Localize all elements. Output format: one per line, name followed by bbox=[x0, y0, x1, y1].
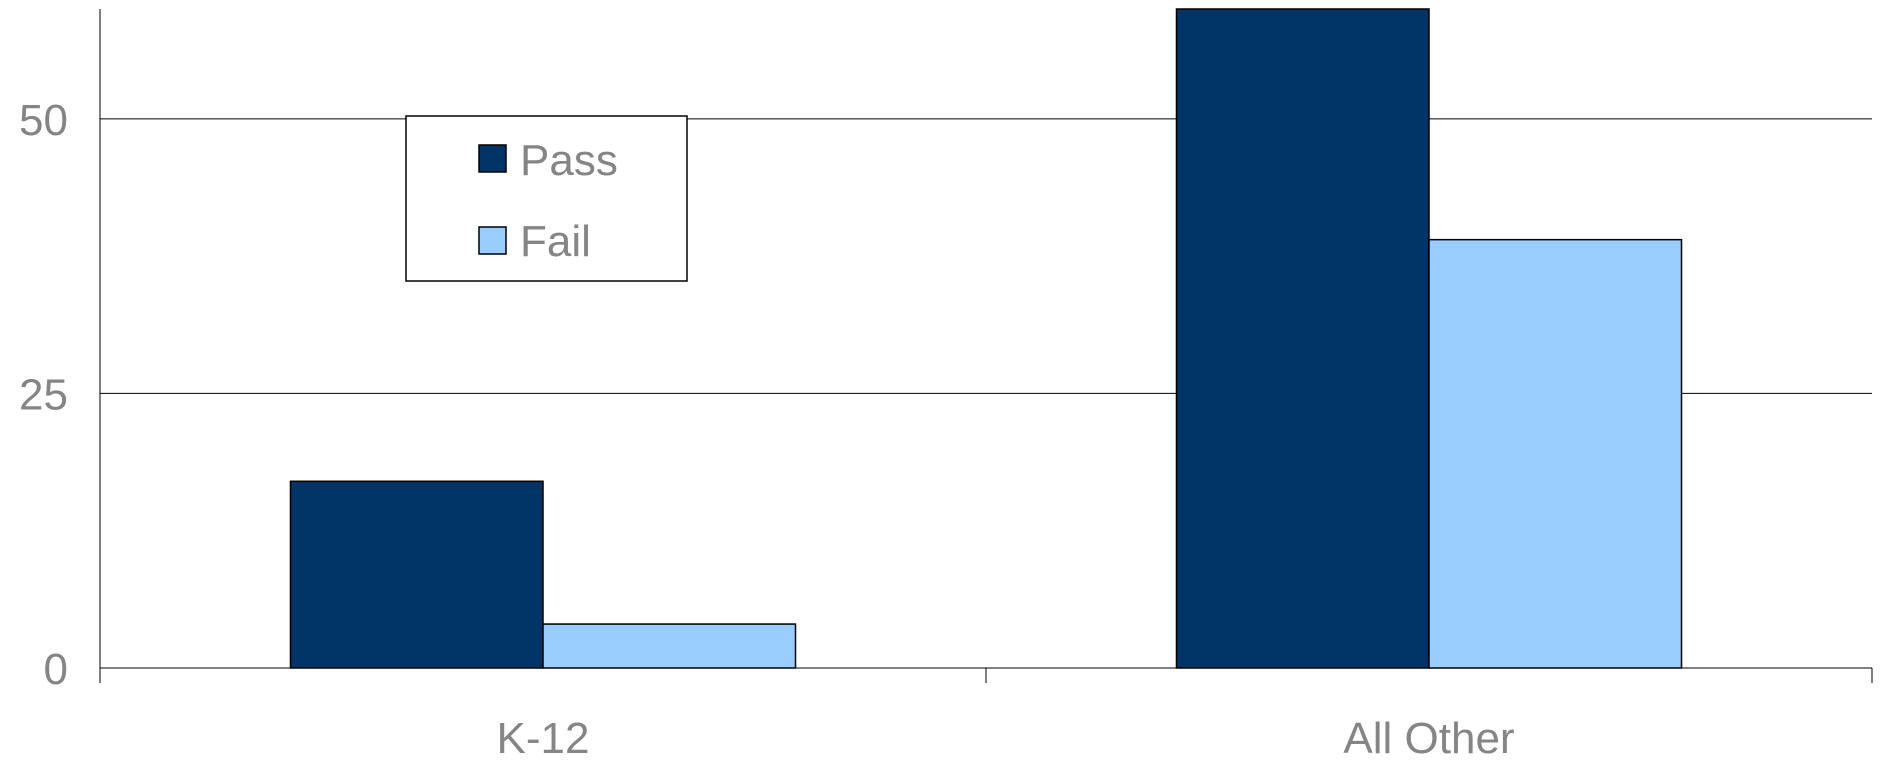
axes bbox=[99, 9, 1873, 683]
y-tick-label: 0 bbox=[44, 645, 68, 694]
bar-pass-all-other bbox=[1175, 8, 1430, 669]
bars bbox=[289, 8, 1683, 669]
legend-label-pass: Pass bbox=[520, 136, 618, 185]
y-axis-tick-labels: 0 25 50 bbox=[19, 96, 68, 694]
x-axis-tick-labels: K-12 All Other bbox=[497, 714, 1515, 763]
x-tick-label: K-12 bbox=[497, 714, 590, 763]
y-tick-label: 50 bbox=[19, 96, 68, 145]
legend: Pass Fail bbox=[405, 115, 688, 282]
legend-swatch-fail bbox=[478, 226, 507, 255]
legend-box bbox=[405, 115, 688, 282]
bar-fail-k-12 bbox=[542, 623, 797, 669]
y-tick-label: 25 bbox=[19, 370, 68, 419]
legend-swatch-pass bbox=[478, 144, 507, 173]
bar-pass-k-12 bbox=[289, 480, 544, 669]
x-tick-label: All Other bbox=[1343, 714, 1514, 763]
bar-fail-all-other bbox=[1428, 238, 1683, 669]
legend-label-fail: Fail bbox=[520, 217, 591, 266]
